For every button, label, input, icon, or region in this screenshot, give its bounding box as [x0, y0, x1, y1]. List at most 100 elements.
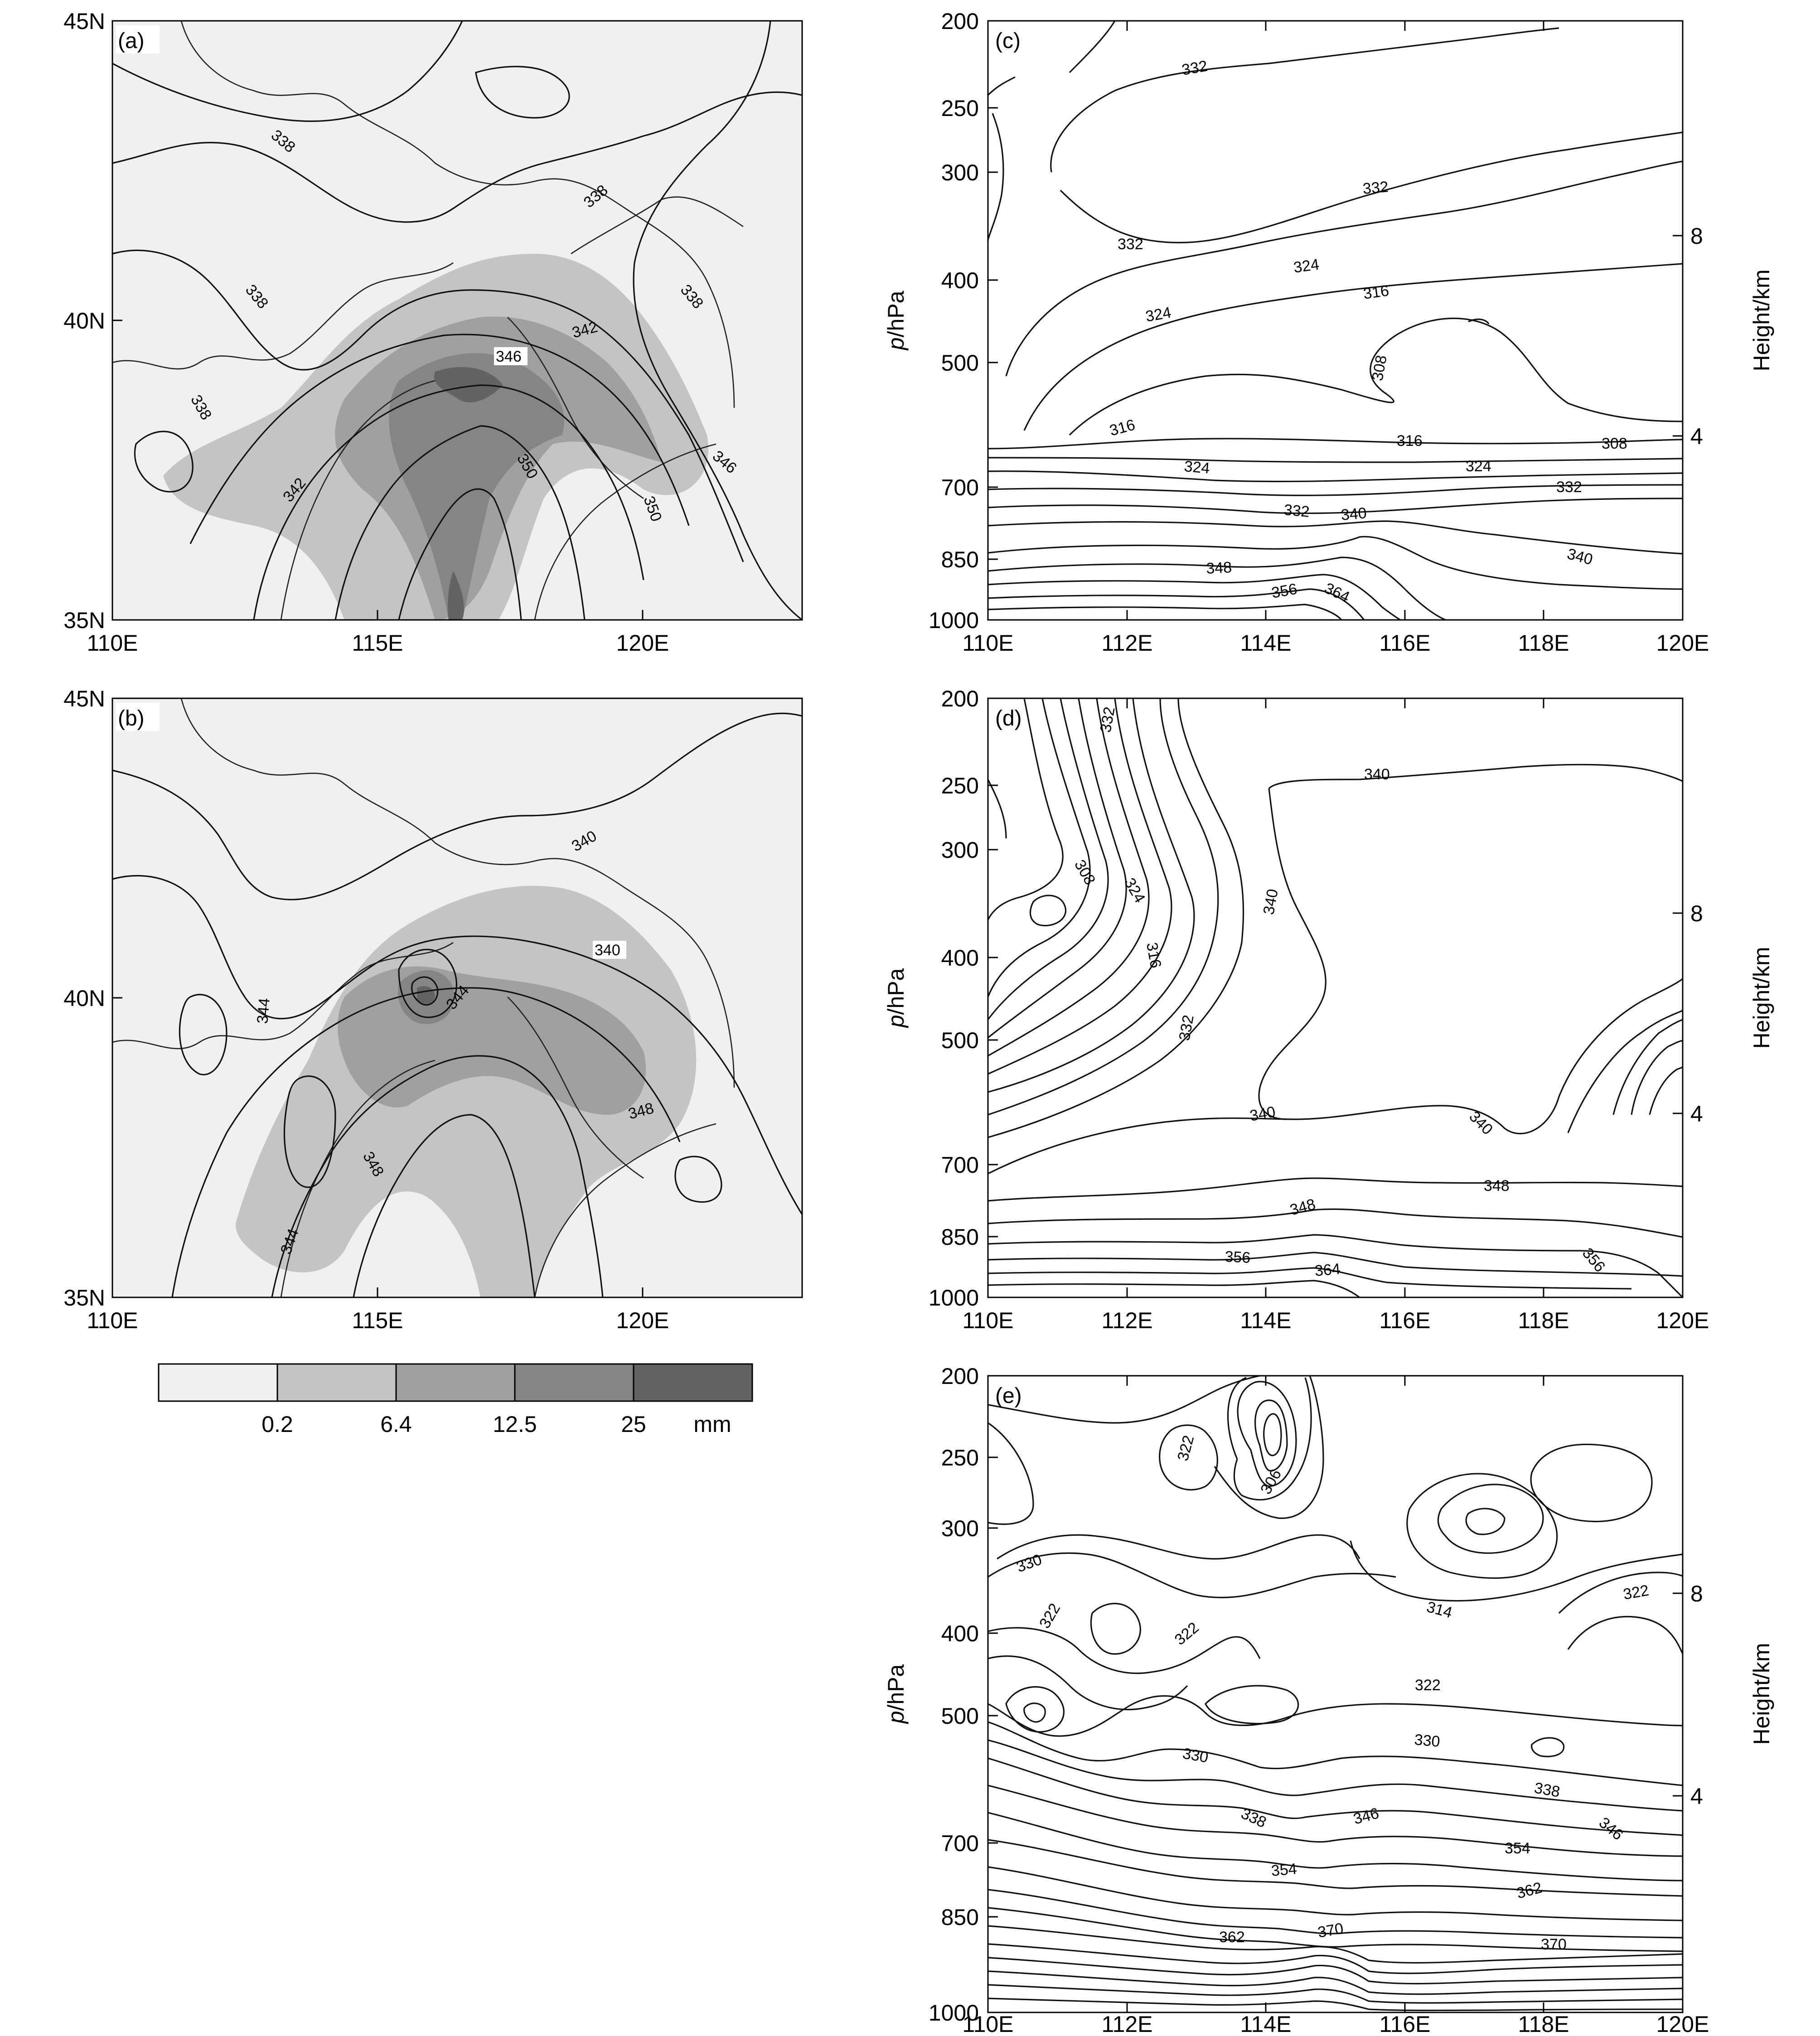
- pressure-tick: 700: [941, 1152, 979, 1178]
- contour-label: 332: [1283, 501, 1310, 521]
- panel-b-precip-shading: [236, 885, 697, 1297]
- lat-tick: 35N: [63, 608, 105, 633]
- panel-b: 340 340 344 344 348 348 344 (b) 45N 40N …: [63, 686, 803, 1333]
- height-axis-label: Height/km: [1749, 269, 1774, 371]
- pressure-tick: 500: [941, 1028, 979, 1053]
- lon-tick: 118E: [1518, 1308, 1569, 1333]
- colorbar-swatch: [515, 1364, 634, 1401]
- panel-c-contour-labels: 332 332 332 324 316 324 308 316 316 308 …: [1108, 58, 1627, 606]
- panel-e-label: (e): [995, 1384, 1022, 1408]
- contour-label: 344: [254, 997, 273, 1025]
- pressure-tick: 700: [941, 1831, 979, 1856]
- lon-tick: 120E: [616, 1308, 669, 1333]
- contour-label: 362: [1515, 1879, 1544, 1902]
- contour-label: 332: [1176, 1014, 1197, 1042]
- panel-c-contours: [988, 21, 1683, 620]
- contour-label: 308: [1602, 435, 1627, 452]
- lon-tick: 114E: [1240, 630, 1291, 656]
- lon-tick: 110E: [962, 1308, 1013, 1333]
- pressure-tick: 250: [941, 773, 979, 798]
- height-tick: 8: [1690, 1581, 1703, 1606]
- contour-label: 346: [496, 348, 522, 365]
- pressure-tick: 300: [941, 160, 979, 185]
- colorbar-tick: 12.5: [493, 1412, 537, 1437]
- contour-label: 322: [1171, 1619, 1202, 1649]
- pressure-tick: 200: [941, 1364, 979, 1389]
- pressure-tick: 500: [941, 350, 979, 376]
- colorbar-swatch: [277, 1364, 396, 1401]
- contour-label: 340: [1565, 545, 1595, 568]
- panel-e-contours: [988, 1376, 1683, 2012]
- lon-tick: 116E: [1379, 1308, 1430, 1333]
- contour-label: 322: [1622, 1582, 1650, 1603]
- panel-e: 322 306 330 322 322 314 322 322 330 330 …: [987, 1375, 1684, 2013]
- lon-tick: 110E: [87, 630, 138, 656]
- contour-label: 316: [1397, 432, 1423, 450]
- contour-label: 346: [1596, 1814, 1626, 1844]
- panel-d: 332 308 324 316 332 340 340 340 340 348 …: [987, 697, 1684, 1298]
- panel-a-label: (a): [118, 29, 145, 53]
- panel-c: 332 332 332 324 316 324 308 316 316 308 …: [987, 20, 1684, 621]
- contour-label: 306: [1257, 1466, 1285, 1497]
- contour-label: 362: [1219, 1929, 1245, 1946]
- colorbar-swatch: [634, 1364, 752, 1401]
- panel-a-contours: [112, 21, 802, 620]
- pressure-tick: 300: [941, 837, 979, 863]
- contour-label: 322: [1174, 1433, 1197, 1463]
- contour-label: 356: [1270, 580, 1298, 602]
- y-axis-label: p/hPa: [883, 1664, 909, 1724]
- lon-tick: 114E: [1240, 2012, 1291, 2034]
- pressure-tick: 200: [941, 9, 979, 34]
- panel-b-label: (b): [118, 706, 145, 730]
- contour-label: 364: [1322, 580, 1352, 606]
- contour-label: 340: [595, 942, 620, 959]
- lon-tick: 118E: [1518, 630, 1569, 656]
- colorbar-tick: 0.2: [261, 1412, 293, 1437]
- pressure-tick: 850: [941, 1224, 979, 1250]
- contour-label: 340: [1340, 504, 1367, 524]
- panel-c-label: (c): [995, 29, 1021, 53]
- pressure-tick: 250: [941, 1445, 979, 1470]
- contour-label: 348: [1205, 559, 1232, 577]
- contour-label: 324: [1466, 458, 1491, 475]
- panel-a: 338 338 338 338 338 342 346 342 350 350 …: [63, 9, 803, 656]
- contour-label: 356: [1225, 1248, 1251, 1267]
- contour-label: 308: [1369, 354, 1390, 382]
- lon-tick: 110E: [87, 1308, 138, 1333]
- pressure-tick: 1000: [929, 608, 979, 633]
- panel-e-axes: 200 250 300 400 500 700 850 1000 p/hPa 8…: [883, 1364, 1774, 2036]
- height-tick: 4: [1690, 1784, 1703, 1809]
- lon-tick: 114E: [1240, 1308, 1291, 1333]
- contour-label: 370: [1541, 1936, 1567, 1953]
- panel-d-label: (d): [995, 706, 1022, 730]
- lat-tick: 45N: [63, 9, 105, 34]
- pressure-tick: 300: [941, 1516, 979, 1541]
- panel-a-precip-shading: [163, 254, 709, 620]
- height-tick: 8: [1690, 901, 1703, 926]
- contour-label: 340: [1466, 1108, 1496, 1138]
- lon-tick: 115E: [352, 1308, 403, 1333]
- contour-label: 330: [1181, 1745, 1210, 1766]
- panel-d-axes: 200 250 300 400 500 700 850 1000 p/hPa 8…: [883, 686, 1774, 1333]
- contour-label: 340: [1260, 888, 1281, 916]
- height-tick: 4: [1690, 1101, 1703, 1127]
- pressure-tick: 400: [941, 268, 979, 293]
- lon-tick: 120E: [1656, 630, 1709, 656]
- lat-tick: 40N: [63, 986, 105, 1011]
- colorbar-swatch: [396, 1364, 515, 1401]
- contour-label: 330: [1413, 1731, 1441, 1751]
- height-tick: 8: [1690, 223, 1703, 249]
- pressure-tick: 1000: [929, 1285, 979, 1311]
- panel-c-axes: 200 250 300 400 500 700 850 1000 p/hPa 8…: [883, 9, 1774, 656]
- contour-label: 324: [1183, 458, 1210, 477]
- contour-label: 316: [1143, 941, 1164, 969]
- contour-label: 332: [1556, 479, 1582, 496]
- lon-tick: 120E: [616, 630, 669, 656]
- contour-label: 332: [1362, 178, 1389, 198]
- cross-section-axes: 200 250 300 400 500 700 850 1000 p/hPa 8…: [883, 9, 1774, 2036]
- y-axis-label: p/hPa: [883, 290, 909, 351]
- height-axis-label: Height/km: [1749, 947, 1774, 1049]
- pressure-tick: 200: [941, 686, 979, 711]
- contour-label: 324: [1292, 256, 1320, 276]
